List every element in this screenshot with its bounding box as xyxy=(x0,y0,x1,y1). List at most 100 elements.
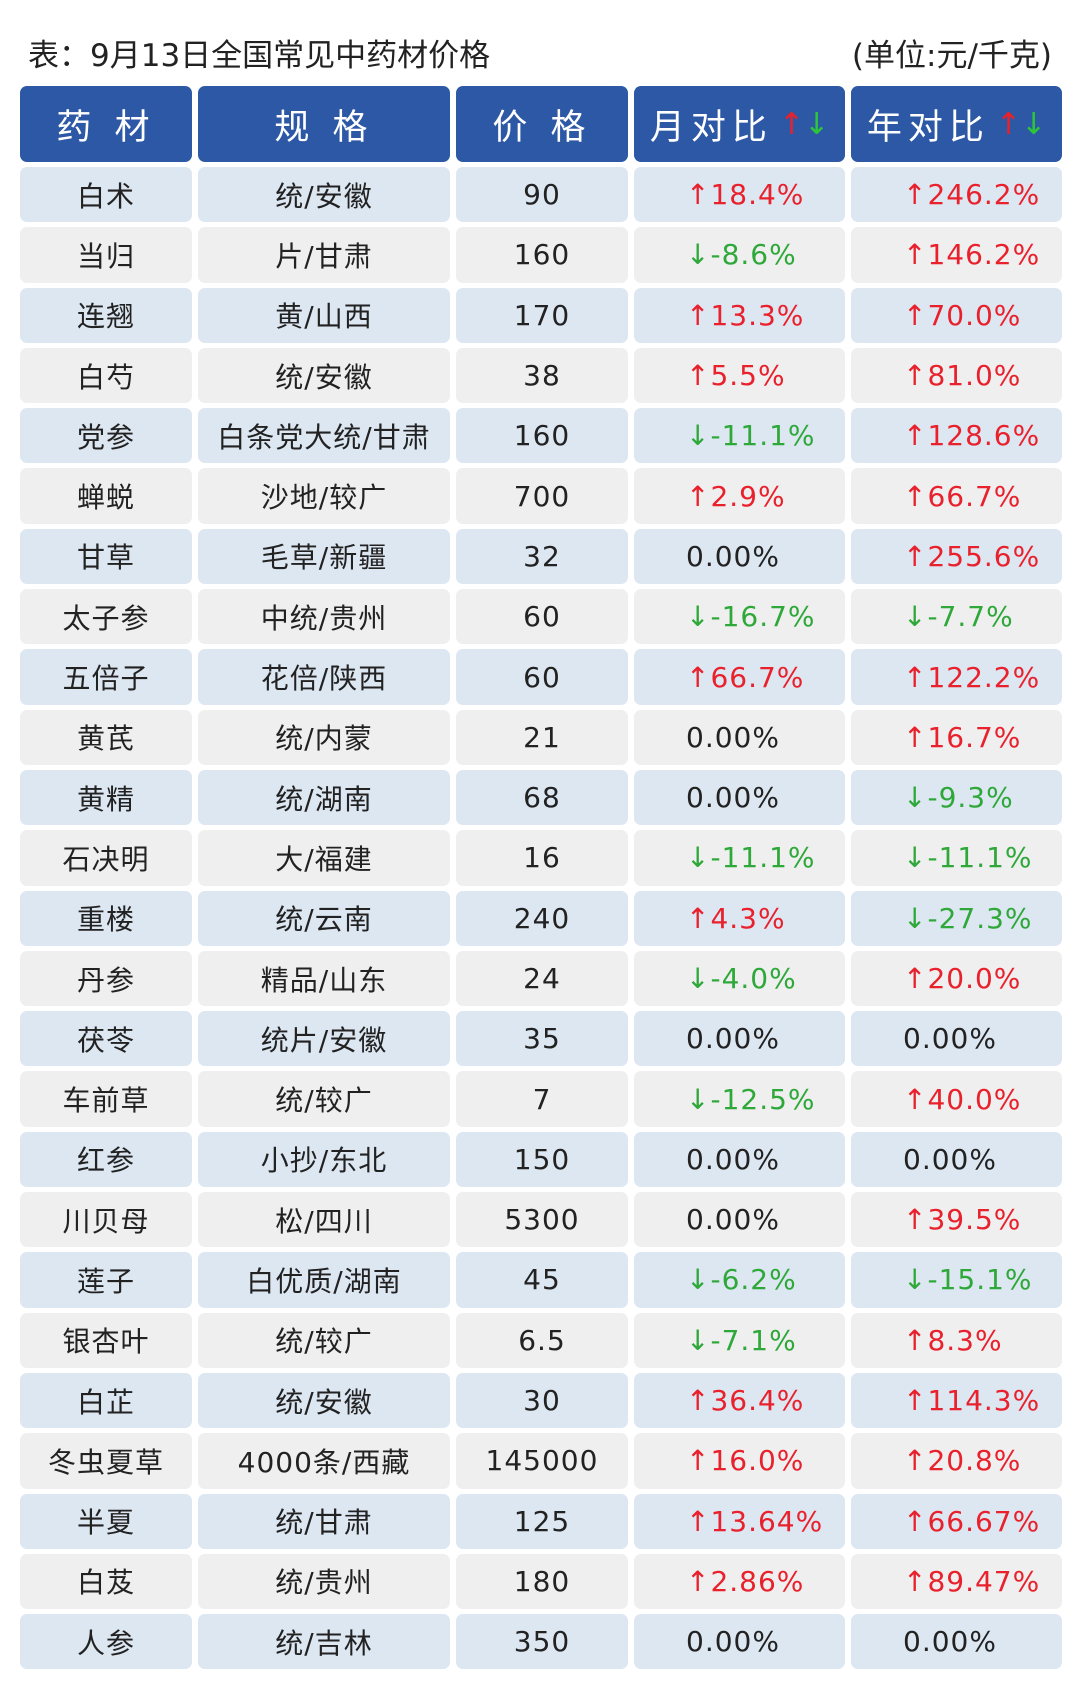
cell-yoy: ↑20.0% xyxy=(851,950,1062,1007)
cell-spec: 大/福建 xyxy=(198,830,450,886)
header-yoy-arrows: ↑↓ xyxy=(996,107,1046,142)
cell-spec: 统/较广 xyxy=(198,1071,450,1127)
cell-price: 60 xyxy=(456,649,628,705)
cell-mom: ↓-6.2% xyxy=(634,1252,845,1308)
unit-label: (单位:元/千克) xyxy=(851,37,1052,74)
cell-mom: 0.00% xyxy=(634,1192,845,1248)
cell-spec: 统/吉林 xyxy=(198,1614,450,1670)
cell-name: 车前草 xyxy=(20,1071,192,1127)
cell-name: 茯苓 xyxy=(20,1011,192,1067)
cell-spec: 统/安徽 xyxy=(198,347,450,404)
cell-yoy: ↑89.47% xyxy=(851,1553,1062,1610)
cell-name: 白芍 xyxy=(20,347,192,404)
header-mom-arrows: ↑↓ xyxy=(779,107,829,142)
cell-price: 6.5 xyxy=(456,1312,628,1368)
cell-name: 连翘 xyxy=(20,287,192,343)
cell-yoy: ↓-7.7% xyxy=(851,589,1062,645)
arrow-up-icon: ↑ xyxy=(778,106,804,142)
title-bar: 表：9月13日全国常见中药材价格 (单位:元/千克) xyxy=(28,28,1052,76)
arrow-down-icon: ↓ xyxy=(1021,106,1047,142)
cell-spec: 统/较广 xyxy=(198,1312,450,1368)
cell-yoy: ↑246.2% xyxy=(851,167,1062,223)
cell-spec: 统/贵州 xyxy=(198,1553,450,1610)
cell-name: 人参 xyxy=(20,1614,192,1670)
header-price-label: 价 格 xyxy=(492,107,592,148)
cell-spec: 毛草/新疆 xyxy=(198,528,450,585)
cell-mom: 0.00% xyxy=(634,1131,845,1188)
cell-yoy: 0.00% xyxy=(851,1614,1062,1670)
cell-yoy: ↑16.7% xyxy=(851,709,1062,765)
cell-name: 甘草 xyxy=(20,528,192,585)
cell-name: 重楼 xyxy=(20,890,192,946)
cell-mom: 0.00% xyxy=(634,709,845,765)
cell-spec: 片/甘肃 xyxy=(198,227,450,283)
cell-mom: ↑16.0% xyxy=(634,1433,845,1489)
cell-name: 党参 xyxy=(20,408,192,464)
cell-yoy: ↑128.6% xyxy=(851,408,1062,464)
cell-price: 7 xyxy=(456,1071,628,1127)
cell-name: 丹参 xyxy=(20,950,192,1007)
cell-mom: ↑4.3% xyxy=(634,890,845,946)
cell-name: 蝉蜕 xyxy=(20,468,192,524)
cell-yoy: ↑40.0% xyxy=(851,1071,1062,1127)
cell-price: 240 xyxy=(456,890,628,946)
cell-name: 冬虫夏草 xyxy=(20,1433,192,1489)
cell-yoy: ↑66.7% xyxy=(851,468,1062,524)
cell-yoy: 0.00% xyxy=(851,1011,1062,1067)
cell-price: 170 xyxy=(456,287,628,343)
cell-name: 白术 xyxy=(20,167,192,223)
cell-mom: ↑18.4% xyxy=(634,167,845,223)
header-spec: 规 格 xyxy=(198,86,450,162)
cell-name: 川贝母 xyxy=(20,1192,192,1248)
cell-spec: 统/安徽 xyxy=(198,1372,450,1429)
cell-mom: ↓-11.1% xyxy=(634,830,845,886)
header-yoy: 年对比 ↑↓ xyxy=(851,86,1062,162)
cell-spec: 统/甘肃 xyxy=(198,1493,450,1549)
cell-yoy: ↑20.8% xyxy=(851,1433,1062,1489)
cell-price: 30 xyxy=(456,1372,628,1429)
cell-spec: 小抄/东北 xyxy=(198,1131,450,1188)
cell-mom: ↑5.5% xyxy=(634,347,845,404)
cell-price: 60 xyxy=(456,589,628,645)
cell-yoy: ↓-11.1% xyxy=(851,830,1062,886)
header-name: 药 材 xyxy=(20,86,192,162)
cell-yoy: ↑8.3% xyxy=(851,1312,1062,1368)
cell-yoy: ↓-27.3% xyxy=(851,890,1062,946)
cell-spec: 花倍/陕西 xyxy=(198,649,450,705)
cell-name: 太子参 xyxy=(20,589,192,645)
header-mom-label: 月对比 xyxy=(649,107,773,148)
cell-spec: 白条党大统/甘肃 xyxy=(198,408,450,464)
cell-price: 21 xyxy=(456,709,628,765)
cell-spec: 黄/山西 xyxy=(198,287,450,343)
cell-name: 黄精 xyxy=(20,769,192,826)
cell-mom: 0.00% xyxy=(634,528,845,585)
cell-spec: 4000条/西藏 xyxy=(198,1433,450,1489)
cell-spec: 沙地/较广 xyxy=(198,468,450,524)
cell-mom: ↓-8.6% xyxy=(634,227,845,283)
cell-spec: 统/云南 xyxy=(198,890,450,946)
price-table: 药 材 规 格 价 格 月对比 ↑↓ 年对比 ↑↓ 白术 统/安徽 90 ↑18.4%… xyxy=(20,86,1062,1670)
cell-mom: ↑13.64% xyxy=(634,1493,845,1549)
table-title: 表：9月13日全国常见中药材价格 xyxy=(28,37,491,74)
cell-yoy: ↑114.3% xyxy=(851,1372,1062,1429)
cell-mom: ↓-11.1% xyxy=(634,408,845,464)
cell-yoy: ↓-15.1% xyxy=(851,1252,1062,1308)
cell-name: 五倍子 xyxy=(20,649,192,705)
cell-name: 白芨 xyxy=(20,1553,192,1610)
cell-spec: 统片/安徽 xyxy=(198,1011,450,1067)
cell-mom: ↓-12.5% xyxy=(634,1071,845,1127)
cell-price: 5300 xyxy=(456,1192,628,1248)
cell-price: 38 xyxy=(456,347,628,404)
cell-name: 莲子 xyxy=(20,1252,192,1308)
cell-spec: 白优质/湖南 xyxy=(198,1252,450,1308)
cell-price: 145000 xyxy=(456,1433,628,1489)
cell-mom: ↓-7.1% xyxy=(634,1312,845,1368)
header-mom: 月对比 ↑↓ xyxy=(634,86,845,162)
cell-price: 16 xyxy=(456,830,628,886)
arrow-down-icon: ↓ xyxy=(804,106,830,142)
cell-yoy: ↓-9.3% xyxy=(851,769,1062,826)
header-spec-label: 规 格 xyxy=(274,107,374,148)
cell-spec: 中统/贵州 xyxy=(198,589,450,645)
cell-price: 700 xyxy=(456,468,628,524)
cell-name: 红参 xyxy=(20,1131,192,1188)
